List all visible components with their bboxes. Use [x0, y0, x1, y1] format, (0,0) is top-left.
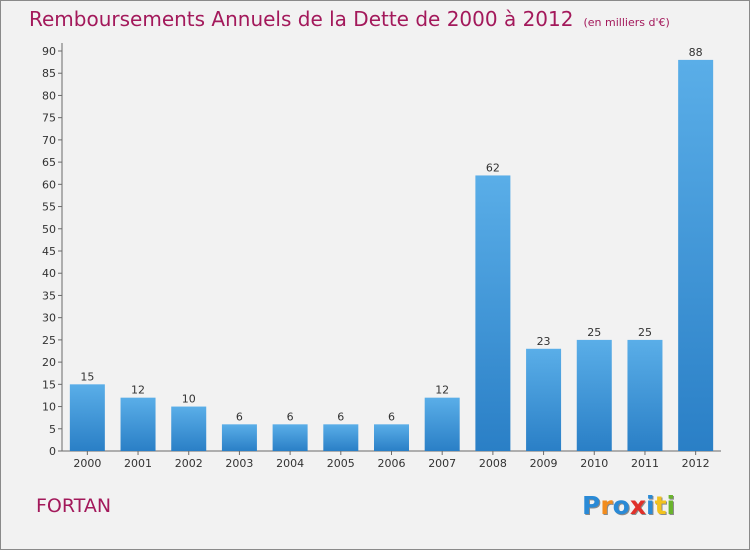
x-tick-label: 2007	[428, 457, 456, 470]
data-label: 12	[435, 384, 449, 397]
data-label: 62	[486, 161, 500, 174]
y-tick-label: 75	[42, 112, 56, 125]
logo-letter: P	[582, 491, 601, 520]
bar	[374, 424, 409, 451]
proxiti-logo: Proxiti	[582, 491, 675, 520]
logo-letter: i	[666, 491, 676, 520]
logo-letter: r	[600, 491, 613, 520]
y-tick-label: 25	[42, 334, 56, 347]
y-tick-label: 35	[42, 289, 56, 302]
y-tick-label: 20	[42, 356, 56, 369]
bar	[120, 397, 156, 451]
bar	[424, 397, 460, 451]
y-tick-label: 80	[42, 89, 56, 102]
data-label: 25	[638, 326, 652, 339]
y-tick-label: 70	[42, 134, 56, 147]
x-tick-label: 2005	[327, 457, 355, 470]
x-tick-label: 2009	[530, 457, 558, 470]
bar	[272, 424, 308, 451]
x-tick-label: 2012	[682, 457, 710, 470]
bar	[69, 384, 105, 451]
x-tick-label: 2008	[479, 457, 507, 470]
x-tick-label: 2006	[378, 457, 406, 470]
bar	[576, 339, 612, 451]
logo-letter: o	[612, 491, 630, 520]
data-label: 15	[80, 370, 94, 383]
y-tick-label: 90	[42, 45, 56, 58]
data-label: 6	[388, 410, 395, 423]
y-tick-label: 30	[42, 312, 56, 325]
data-label: 10	[182, 393, 196, 406]
logo-letter: t	[654, 491, 667, 520]
commune-name: FORTAN	[36, 495, 112, 517]
data-label: 6	[337, 410, 344, 423]
y-tick-label: 45	[42, 245, 56, 258]
bar	[475, 175, 511, 451]
chart-title-text: Remboursements Annuels de la Dette de 20…	[29, 7, 574, 31]
bar	[221, 424, 257, 451]
chart-unit: (en milliers d'€)	[583, 16, 670, 29]
y-tick-label: 60	[42, 178, 56, 191]
y-tick-label: 10	[42, 401, 56, 414]
data-label: 6	[287, 410, 294, 423]
x-tick-label: 2003	[225, 457, 253, 470]
y-tick-label: 65	[42, 156, 56, 169]
x-tick-label: 2000	[73, 457, 101, 470]
y-tick-label: 85	[42, 67, 56, 80]
data-label: 88	[689, 46, 703, 59]
data-label: 6	[236, 410, 243, 423]
x-tick-label: 2011	[631, 457, 659, 470]
bar	[323, 424, 359, 451]
chart-title: Remboursements Annuels de la Dette de 20…	[29, 7, 670, 31]
x-tick-label: 2001	[124, 457, 152, 470]
x-tick-label: 2002	[175, 457, 203, 470]
y-tick-label: 0	[49, 445, 56, 458]
bar	[678, 59, 714, 452]
y-tick-label: 40	[42, 267, 56, 280]
data-label: 23	[537, 335, 551, 348]
bar	[171, 406, 207, 451]
data-label: 25	[587, 326, 601, 339]
y-tick-label: 5	[49, 423, 56, 436]
logo-letter: i	[646, 491, 655, 520]
bar	[627, 339, 663, 451]
bar	[526, 348, 562, 451]
y-tick-label: 55	[42, 201, 56, 214]
data-label: 12	[131, 384, 145, 397]
y-tick-label: 50	[42, 223, 56, 236]
logo-letter: x	[629, 491, 646, 520]
x-tick-label: 2010	[580, 457, 608, 470]
y-tick-label: 15	[42, 378, 56, 391]
x-tick-label: 2004	[276, 457, 304, 470]
